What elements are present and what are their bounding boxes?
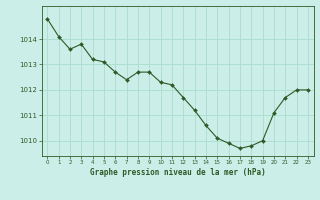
X-axis label: Graphe pression niveau de la mer (hPa): Graphe pression niveau de la mer (hPa) xyxy=(90,168,266,177)
